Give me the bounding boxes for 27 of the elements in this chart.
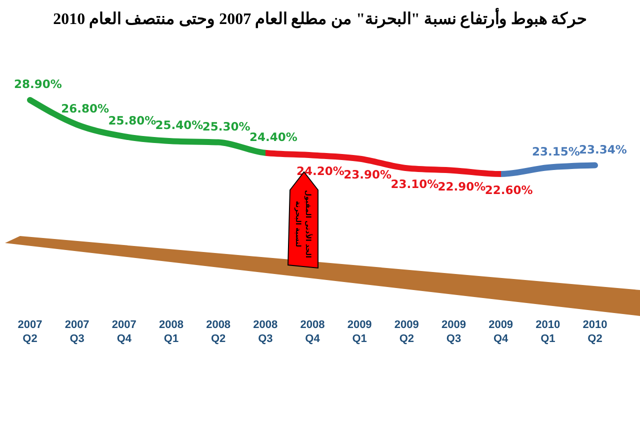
data-label: 23.15% xyxy=(532,144,580,159)
x-tick-label: 2010 Q2 xyxy=(582,319,608,345)
data-label: 24.40% xyxy=(249,130,298,144)
x-tick-label: 2008 Q4 xyxy=(300,319,325,345)
data-label: 24.20% xyxy=(296,164,345,178)
data-label: 25.30% xyxy=(202,119,251,134)
x-tick-label: 2010 Q1 xyxy=(536,319,560,345)
x-tick-label: 2007 Q3 xyxy=(64,319,90,345)
chart-title: حركة هبوط وأرتفاع نسبة "البحرنة" من مطلع العام 2007 وحتى منتصف العام 2010 xyxy=(53,7,587,29)
data-label: 22.90% xyxy=(438,179,486,194)
x-tick-label: 2009 Q1 xyxy=(347,319,372,345)
x-tick-label: 2009 Q3 xyxy=(442,319,466,345)
x-tick-label: 2009 Q2 xyxy=(394,319,419,345)
data-label: 23.10% xyxy=(390,177,440,192)
data-label: 25.80% xyxy=(108,113,157,128)
data-label: 23.90% xyxy=(344,168,392,182)
data-label: 22.60% xyxy=(484,183,534,197)
data-label: 28.90% xyxy=(14,77,62,91)
x-tick-label: 2008 Q2 xyxy=(206,319,231,345)
x-tick-label: 2007 Q2 xyxy=(18,319,42,345)
x-tick-label: 2008 Q3 xyxy=(253,319,278,345)
data-label: 23.34% xyxy=(579,142,628,156)
x-tick-label: 2009 Q4 xyxy=(488,319,514,345)
x-tick-label: 2008 Q1 xyxy=(159,319,184,345)
data-label: 25.40% xyxy=(155,118,204,132)
x-tick-label: 2007 Q4 xyxy=(112,319,136,345)
data-label: 26.80% xyxy=(61,102,110,116)
